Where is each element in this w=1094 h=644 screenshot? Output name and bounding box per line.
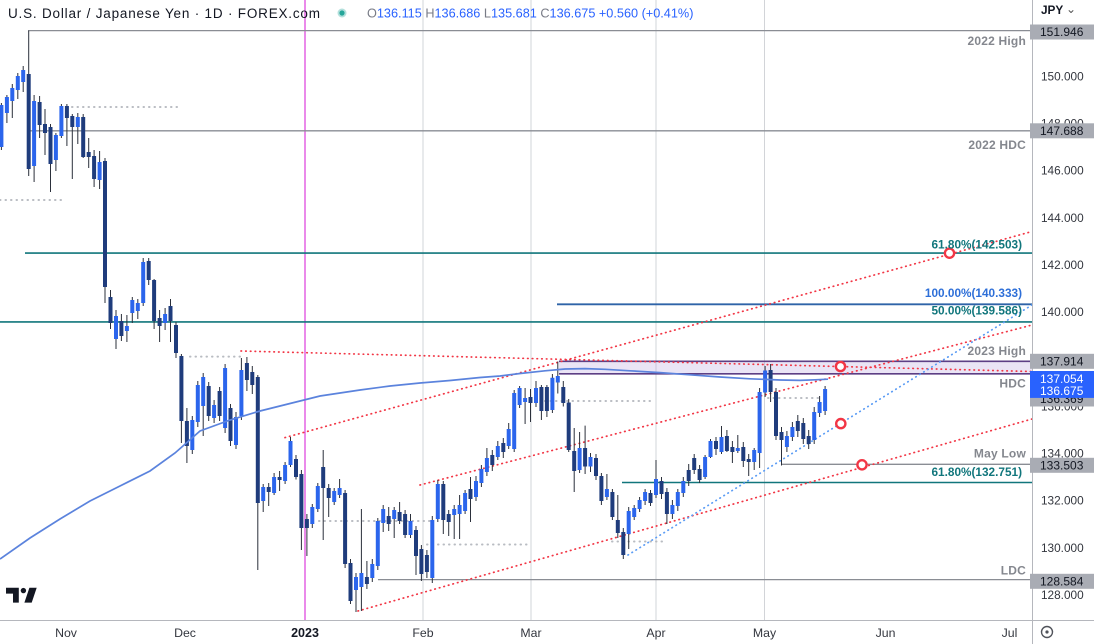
svg-text:May: May xyxy=(753,626,777,640)
svg-text:Apr: Apr xyxy=(646,626,665,640)
svg-text:132.000: 132.000 xyxy=(1041,494,1084,508)
svg-text:134.000: 134.000 xyxy=(1041,447,1084,461)
svg-text:LDC: LDC xyxy=(1001,564,1026,578)
svg-text:O136.115 H136.686 L135.681 C13: O136.115 H136.686 L135.681 C136.675 +0.5… xyxy=(367,7,693,21)
svg-text:Jul: Jul xyxy=(1002,626,1018,640)
svg-text:U.S. Dollar / Japanese Yen · 1: U.S. Dollar / Japanese Yen · 1D · FOREX.… xyxy=(8,6,321,21)
svg-text:50.00%(139.586): 50.00%(139.586) xyxy=(931,304,1022,318)
svg-text:137.914: 137.914 xyxy=(1040,355,1084,369)
svg-text:HDC: HDC xyxy=(999,377,1026,391)
svg-text:146.000: 146.000 xyxy=(1041,164,1084,178)
svg-text:May Low: May Low xyxy=(974,447,1027,461)
svg-text:147.688: 147.688 xyxy=(1040,124,1084,138)
svg-text:150.000: 150.000 xyxy=(1041,69,1084,83)
svg-text:128.000: 128.000 xyxy=(1041,588,1084,602)
svg-text:142.000: 142.000 xyxy=(1041,258,1084,272)
svg-text:151.946: 151.946 xyxy=(1040,25,1084,39)
svg-text:2023 High: 2023 High xyxy=(968,344,1027,358)
svg-text:144.000: 144.000 xyxy=(1041,211,1084,225)
svg-text:Jun: Jun xyxy=(876,626,896,640)
svg-text:2023: 2023 xyxy=(291,626,319,640)
svg-text:136.675: 136.675 xyxy=(1040,384,1084,398)
svg-text:Feb: Feb xyxy=(412,626,433,640)
svg-text:128.584: 128.584 xyxy=(1040,575,1084,589)
svg-text:2022 High: 2022 High xyxy=(968,34,1027,48)
svg-text:100.00%(140.333): 100.00%(140.333) xyxy=(925,286,1022,300)
svg-text:Mar: Mar xyxy=(520,626,541,640)
svg-text:61.80%(142.503): 61.80%(142.503) xyxy=(931,238,1022,252)
svg-text:JPY: JPY xyxy=(1041,3,1063,17)
svg-text:2022 HDC: 2022 HDC xyxy=(968,138,1026,152)
svg-text:140.000: 140.000 xyxy=(1041,305,1084,319)
svg-text:137.054: 137.054 xyxy=(1040,372,1084,386)
svg-text:Dec: Dec xyxy=(174,626,196,640)
svg-text:133.503: 133.503 xyxy=(1040,459,1084,473)
svg-text:61.80%(132.751): 61.80%(132.751) xyxy=(931,465,1022,479)
svg-text:130.000: 130.000 xyxy=(1041,541,1084,555)
svg-text:⌄: ⌄ xyxy=(1066,2,1076,16)
svg-text:Nov: Nov xyxy=(55,626,78,640)
